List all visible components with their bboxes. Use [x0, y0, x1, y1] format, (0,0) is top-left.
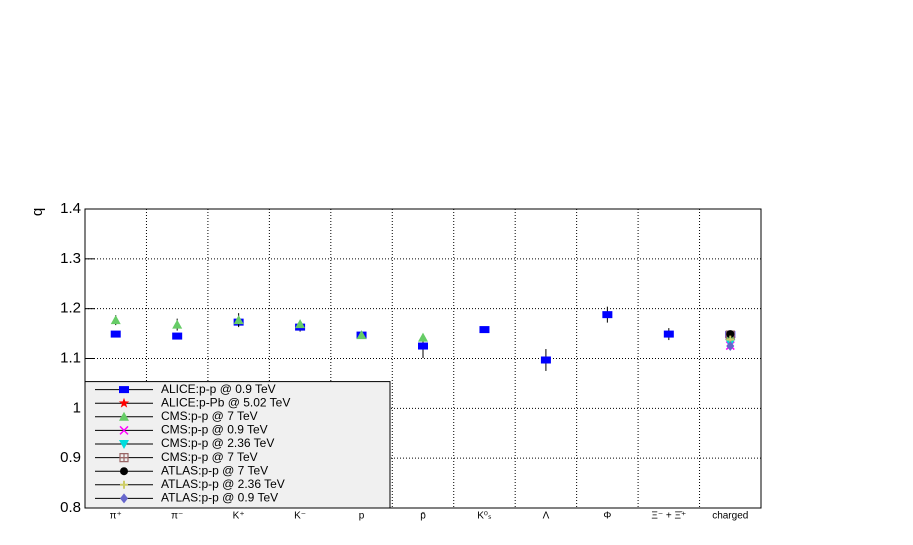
marker	[663, 330, 674, 338]
marker	[119, 440, 129, 449]
plot-frame	[84, 208, 762, 509]
x-tick-label: K⁰ₛ	[477, 511, 492, 522]
x-tick-label: p̄	[420, 511, 426, 522]
x-tick-label: π⁻	[171, 511, 183, 522]
x-tick-label: Φ	[603, 511, 611, 522]
legend-label: ALICE:p-p @ 0.9 TeV	[161, 382, 276, 396]
x-tick-label: K⁻	[294, 511, 306, 522]
x-tick-label: p	[359, 511, 365, 522]
y-tick-label: 1.4	[60, 200, 81, 217]
marker	[479, 326, 490, 334]
legend-label: CMS:p-p @ 7 TeV	[161, 409, 258, 423]
x-tick-label: Ξ⁻ + Ξ̄⁺	[651, 511, 686, 522]
y-tick-label: 1.3	[60, 250, 81, 267]
marker	[726, 341, 735, 352]
marker	[602, 311, 613, 319]
marker	[418, 342, 428, 350]
marker	[295, 319, 306, 329]
marker	[726, 330, 735, 339]
y-tick-label: 0.8	[60, 499, 81, 516]
legend-label: ALICE:p-Pb @ 5.02 TeV	[161, 395, 290, 409]
marker	[540, 356, 551, 364]
legend-label: ATLAS:p-p @ 2.36 TeV	[161, 477, 285, 491]
legend-label: ATLAS:p-p @ 0.9 TeV	[161, 491, 278, 505]
marker	[120, 493, 128, 504]
y-tick-label: 1	[73, 399, 81, 416]
legend-box	[84, 381, 391, 509]
y-tick-label: 0.9	[60, 449, 81, 466]
marker	[172, 332, 183, 340]
marker	[418, 332, 428, 342]
x-tick-label: charged	[712, 511, 748, 522]
marker	[110, 315, 121, 325]
marker	[356, 330, 367, 340]
marker	[119, 386, 129, 394]
marker	[119, 453, 129, 463]
marker	[233, 315, 244, 325]
marker	[172, 319, 183, 329]
legend-label: CMS:p-p @ 0.9 TeV	[161, 423, 268, 437]
x-tick-label: π⁺	[110, 511, 122, 522]
y-axis-label: q	[29, 208, 46, 216]
marker	[119, 411, 129, 421]
y-tick-label: 1.1	[60, 349, 81, 366]
legend-label: ATLAS:p-p @ 7 TeV	[161, 463, 268, 477]
marker	[119, 425, 129, 435]
marker	[120, 480, 128, 489]
legend-label: CMS:p-p @ 2.36 TeV	[161, 436, 274, 450]
x-tick-label: K⁺	[233, 511, 245, 522]
y-tick-label: 1.2	[60, 300, 81, 317]
marker	[120, 467, 128, 476]
marker	[118, 397, 130, 408]
x-tick-label: Λ	[543, 511, 550, 522]
marker	[110, 330, 121, 338]
legend-label: CMS:p-p @ 7 TeV	[161, 450, 258, 464]
